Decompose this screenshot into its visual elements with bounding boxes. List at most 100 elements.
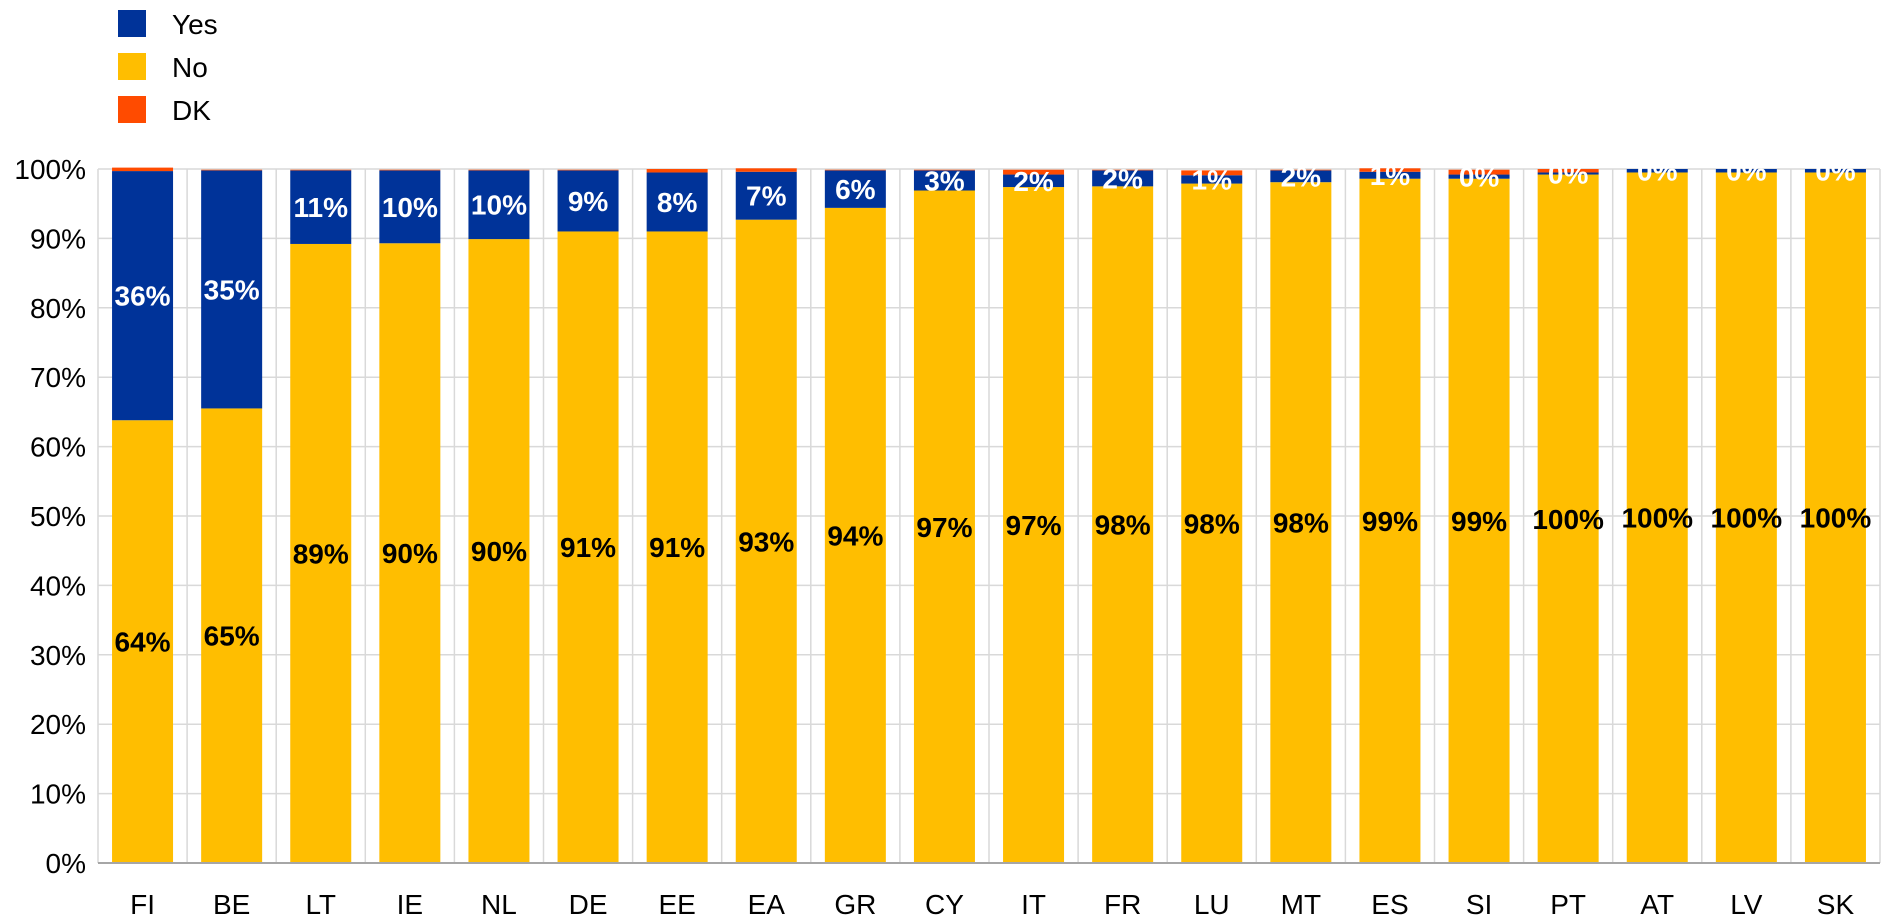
bar-segment-no-nl — [468, 239, 530, 863]
x-tick-label: BE — [213, 889, 250, 920]
bar-segment-no-lv — [1715, 172, 1777, 864]
data-label-yes-sk: 0% — [1815, 156, 1856, 187]
bar-segment-no-mt — [1270, 182, 1332, 863]
legend-swatch-no — [118, 53, 146, 80]
bar-segment-yes-lv — [1715, 169, 1777, 173]
bar-segment-no-si — [1448, 178, 1510, 863]
data-label-no-de: 91% — [560, 532, 616, 563]
data-label-no-mt: 98% — [1273, 508, 1329, 539]
data-label-yes-ie: 10% — [382, 192, 438, 223]
data-label-no-cy: 97% — [916, 512, 972, 543]
data-label-no-fi: 64% — [115, 627, 171, 658]
legend-swatch-dk — [118, 96, 146, 123]
gridlines — [97, 168, 1881, 863]
bar-segment-dk-mt — [1270, 169, 1332, 171]
data-label-no-ee: 91% — [649, 532, 705, 563]
data-label-no-lu: 98% — [1184, 508, 1240, 539]
data-label-yes-mt: 2% — [1281, 161, 1322, 192]
data-label-yes-at: 0% — [1637, 156, 1678, 187]
y-tick-label: 80% — [30, 293, 86, 324]
legend: Yes No DK — [118, 9, 218, 126]
data-label-yes-fi: 36% — [115, 281, 171, 312]
data-label-yes-lt: 11% — [294, 192, 349, 223]
bar-segment-no-ee — [646, 231, 708, 863]
bar-segment-yes-it — [1003, 174, 1065, 188]
bar-segment-yes-at — [1626, 169, 1688, 173]
bar-segment-no-fr — [1092, 186, 1154, 864]
data-label-no-lt: 89% — [293, 538, 349, 569]
data-label-no-ie: 90% — [382, 538, 438, 569]
bar-segment-yes-es — [1359, 171, 1421, 179]
data-label-yes-it: 2% — [1013, 166, 1054, 197]
y-tick-label: 60% — [30, 432, 86, 463]
y-tick-label: 10% — [30, 779, 86, 810]
bar-segment-dk-pt — [1537, 169, 1599, 173]
x-tick-label: SK — [1817, 889, 1855, 920]
legend-label-no: No — [172, 52, 208, 83]
bar-segment-yes-sk — [1804, 169, 1866, 173]
legend-swatch-yes — [118, 10, 146, 37]
bar-segment-yes-cy — [913, 170, 975, 191]
x-tick-label: PT — [1550, 889, 1586, 920]
data-label-yes-si: 0% — [1459, 162, 1500, 193]
bar-segment-yes-fi — [112, 171, 174, 421]
data-label-yes-be: 35% — [204, 274, 260, 305]
legend-label-dk: DK — [172, 95, 211, 126]
data-label-yes-gr: 6% — [835, 174, 876, 205]
x-tick-label: EA — [748, 889, 786, 920]
data-label-no-gr: 94% — [827, 520, 883, 551]
bar-segment-no-pt — [1537, 174, 1599, 863]
bar-segment-yes-fr — [1092, 170, 1154, 187]
data-label-yes-lu: 1% — [1192, 164, 1233, 195]
bar-segment-dk-cy — [913, 169, 975, 171]
bar-segment-dk-ie — [379, 169, 441, 171]
bar-segment-no-be — [201, 408, 263, 863]
bar-segment-yes-be — [201, 170, 263, 409]
bar-segment-dk-fi — [112, 167, 174, 172]
bar-segment-yes-lt — [290, 170, 352, 244]
x-tick-label: LV — [1730, 889, 1762, 920]
y-tick-label: 0% — [46, 848, 86, 879]
bar-segment-yes-lu — [1181, 175, 1243, 184]
bar-segment-dk-si — [1448, 169, 1510, 175]
bar-segment-dk-de — [557, 169, 619, 171]
data-label-no-si: 99% — [1451, 506, 1507, 537]
bar-segment-yes-mt — [1270, 170, 1332, 183]
bar-segment-no-es — [1359, 178, 1421, 863]
data-label-yes-es: 1% — [1370, 160, 1411, 191]
x-tick-label: DE — [569, 889, 608, 920]
legend-label-yes: Yes — [172, 9, 218, 40]
bar-segment-dk-fr — [1092, 169, 1154, 171]
data-label-yes-de: 9% — [568, 186, 609, 217]
bar-segment-no-sk — [1804, 172, 1866, 864]
y-tick-label: 70% — [30, 362, 86, 393]
data-label-yes-lv: 0% — [1726, 156, 1767, 187]
bar-segment-no-lt — [290, 243, 352, 863]
x-tick-label: ES — [1371, 889, 1408, 920]
bar-segment-no-lu — [1181, 183, 1243, 864]
bar-segment-dk-gr — [824, 169, 886, 171]
bar-segment-dk-ea — [735, 168, 797, 172]
x-tick-label: NL — [481, 889, 517, 920]
bar-segment-yes-nl — [468, 170, 530, 240]
data-label-yes-ea: 7% — [746, 181, 787, 212]
x-tick-label: LT — [305, 889, 336, 920]
data-label-no-nl: 90% — [471, 536, 527, 567]
bar-segment-no-de — [557, 231, 619, 863]
y-tick-label: 90% — [30, 223, 86, 254]
data-label-no-it: 97% — [1006, 510, 1062, 541]
bar-segment-dk-nl — [468, 169, 530, 171]
data-label-no-be: 65% — [204, 621, 260, 652]
x-tick-label: GR — [834, 889, 876, 920]
bar-segment-yes-gr — [824, 170, 886, 208]
data-label-no-fr: 98% — [1095, 510, 1151, 541]
bar-segment-dk-be — [201, 169, 263, 171]
data-label-yes-nl: 10% — [471, 190, 527, 221]
bar-segment-no-it — [1003, 187, 1065, 863]
data-label-no-lv: 100% — [1711, 503, 1783, 534]
data-label-yes-pt: 0% — [1548, 159, 1589, 190]
bar-segment-yes-pt — [1537, 172, 1599, 175]
data-label-no-es: 99% — [1362, 506, 1418, 537]
bar-segment-dk-lu — [1181, 170, 1243, 176]
